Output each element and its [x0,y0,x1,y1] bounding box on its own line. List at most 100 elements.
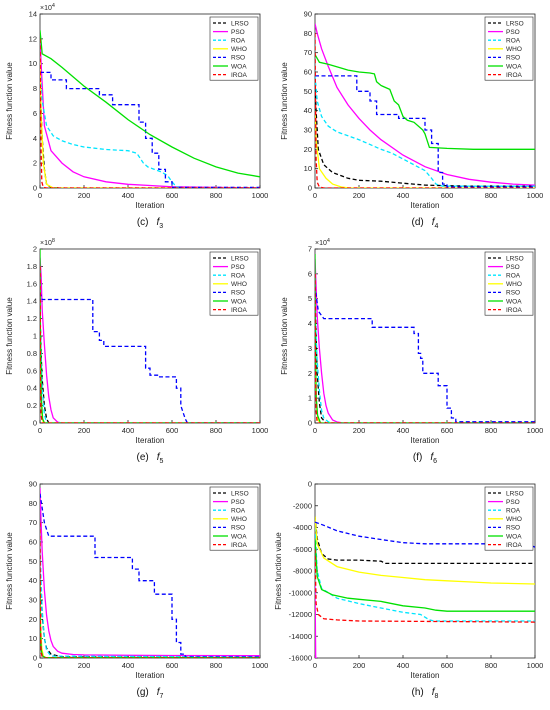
x-tick-label: 800 [210,191,223,200]
y-exponent-base: ×10 [315,240,327,247]
y-tick-label: 20 [29,615,37,624]
series-line-roa [315,311,535,423]
y-exponent-power: 8 [52,238,55,244]
series-line-pso [315,258,535,423]
y-exponent-power: 4 [327,238,330,244]
x-tick-label: 400 [397,426,410,435]
x-tick-label: 400 [122,191,135,200]
caption-function: f [430,452,434,463]
x-axis-label: Iteration [411,671,440,680]
y-tick-label: 90 [304,10,312,19]
series-line-iroa [40,522,260,658]
series-line-lrso [315,516,535,565]
x-tick-label: 600 [441,661,454,670]
series-group [315,253,535,423]
panel-caption: (c) f3 [137,217,163,230]
x-tick-label: 200 [353,191,366,200]
y-tick-label: 3 [308,344,312,353]
series-group [40,487,260,658]
x-tick-label: 600 [166,191,179,200]
caption-label: (g) [137,687,149,698]
panel-caption: (f) f6 [413,452,437,465]
y-axis-label: Fitness function value [280,62,289,140]
y-tick-label: 80 [304,29,312,38]
x-tick-label: 0 [38,426,42,435]
x-axis-label: Iteration [136,201,165,210]
legend-label: PSO [231,264,245,271]
y-tick-label: 1.6 [27,279,37,288]
y-tick-label: 50 [304,87,312,96]
x-tick-label: 600 [166,661,179,670]
y-tick-label: -4000 [293,523,312,532]
y-tick-label: 50 [29,557,37,566]
y-exponent-power: 4 [52,3,55,9]
x-tick-label: 600 [441,191,454,200]
x-tick-label: 0 [38,661,42,670]
series-group [315,516,535,658]
y-tick-label: 30 [304,126,312,135]
y-tick-label: 0.8 [27,349,37,358]
y-exponent-label: ×104 [315,238,330,247]
y-tick-label: 8 [33,84,37,93]
legend-label: PSO [231,499,245,506]
x-tick-label: 1000 [527,426,544,435]
legend-label: LRSO [231,255,249,262]
legend-label: LRSO [506,490,524,497]
caption-function: f [156,217,160,228]
legend-label: LRSO [506,20,524,27]
y-tick-label: 12 [29,34,37,43]
y-tick-label: 0 [308,419,312,428]
series-line-lrso [315,293,535,423]
legend-label: RSO [506,290,520,297]
y-tick-label: 1.4 [27,297,37,306]
legend-label: PSO [506,264,520,271]
series-line-woa [315,54,535,150]
x-tick-label: 400 [397,191,410,200]
series-line-rso [40,292,260,423]
y-tick-label: 5 [308,294,312,303]
x-tick-label: 200 [78,426,91,435]
series-line-woa [315,538,535,612]
caption-label: (c) [137,217,149,228]
y-tick-label: 0.6 [27,366,37,375]
panel-caption: (g) f7 [137,687,164,700]
series-line-pso [40,487,260,657]
caption-subscript: 7 [160,693,164,700]
legend-label: LRSO [506,255,524,262]
x-tick-label: 1000 [252,661,269,670]
series-line-rso [40,493,260,658]
legend-label: ROA [506,38,521,45]
y-tick-label: 6 [33,109,37,118]
x-tick-label: 400 [397,661,410,670]
x-tick-label: 1000 [527,661,544,670]
chart-panel-h: 0 200 400 600 800 1000 -16000 -14000 -12000 -1000… [274,470,550,710]
y-tick-label: 4 [33,134,37,143]
x-tick-label: 0 [313,426,317,435]
series-line-roa [315,75,535,187]
y-tick-label: 60 [304,68,312,77]
caption-subscript: 5 [160,458,164,465]
x-tick-label: 1000 [527,191,544,200]
x-tick-label: 400 [122,426,135,435]
x-tick-label: 200 [353,426,366,435]
y-tick-label: 0 [308,184,312,193]
x-tick-label: 600 [166,426,179,435]
legend-label: IROA [231,307,248,314]
y-axis-label: Fitness function value [5,62,14,140]
x-axis-label: Iteration [411,201,440,210]
legend-label: ROA [231,508,246,515]
caption-subscript: 6 [433,458,437,465]
y-tick-label: 0.2 [27,401,37,410]
y-tick-label: 40 [304,106,312,115]
series-line-rso [315,75,535,188]
y-axis-label: Fitness function value [5,297,14,375]
series-line-woa [40,30,260,178]
legend-label: IROA [506,542,523,549]
series-line-pso [315,23,535,186]
series-line-rso [40,71,260,188]
series-line-rso [315,521,535,548]
y-tick-label: 60 [29,538,37,547]
